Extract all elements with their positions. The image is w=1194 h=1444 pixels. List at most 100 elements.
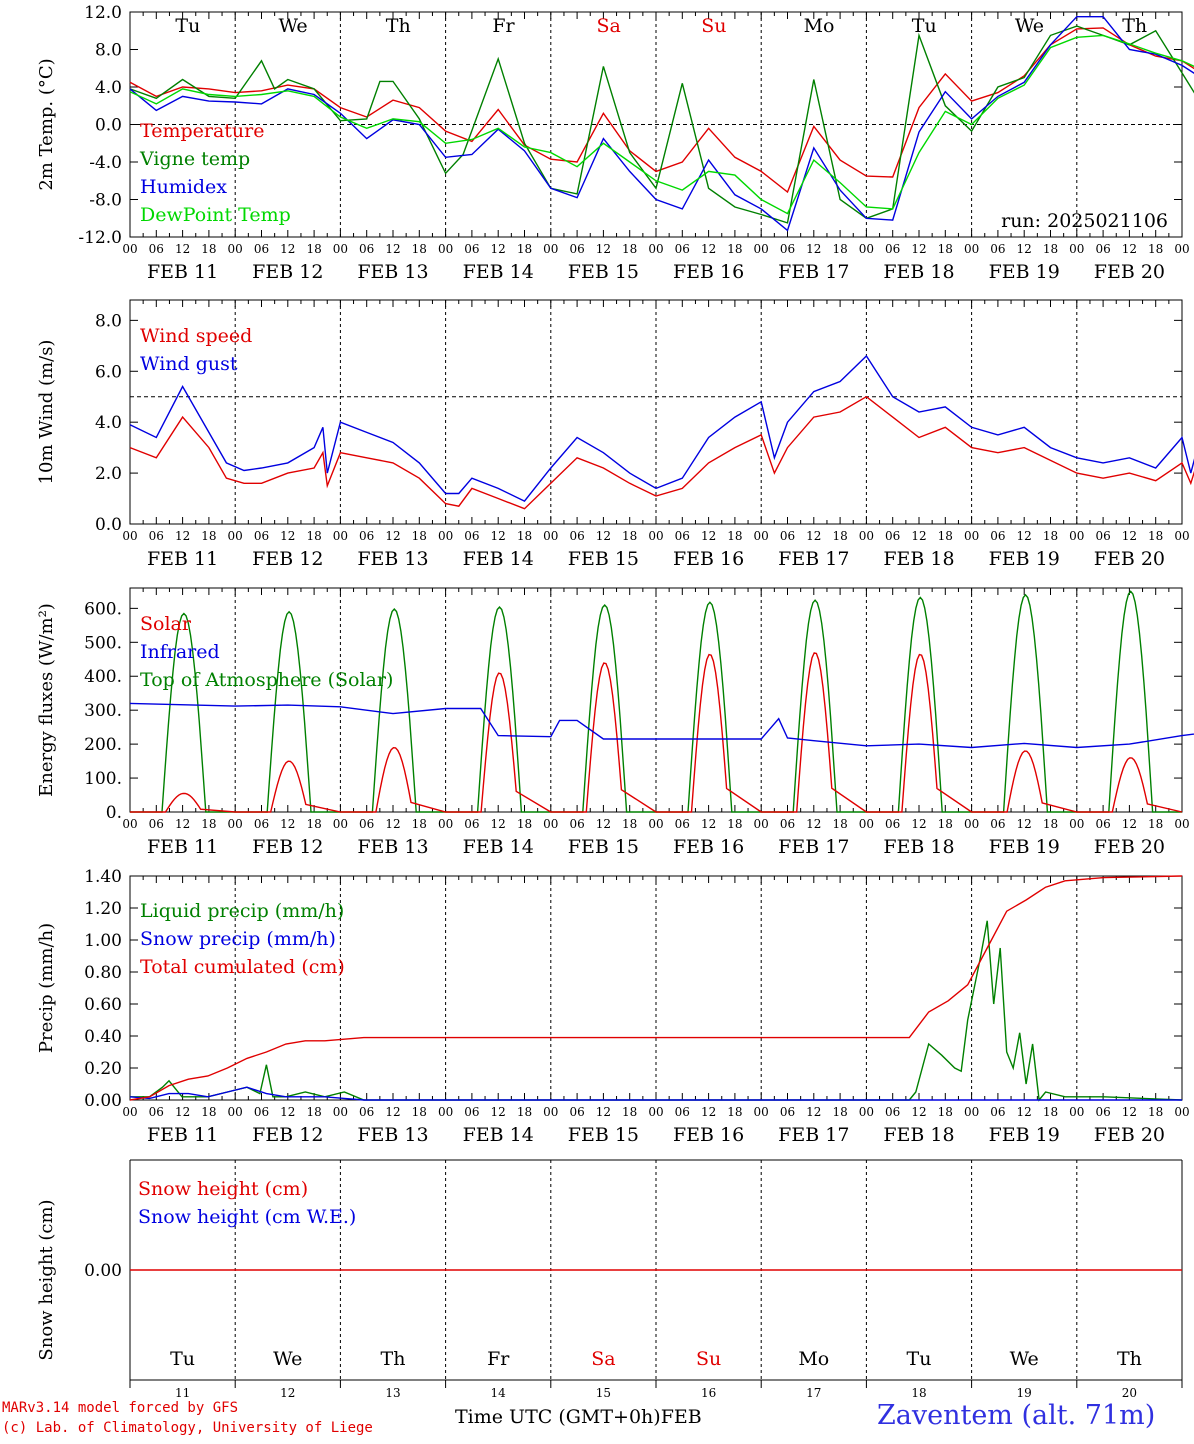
hour-tick-label: 00 <box>228 529 243 543</box>
y-tick-label: 1.40 <box>84 867 122 887</box>
hour-tick-label: 00 <box>228 1105 243 1119</box>
date-label: FEB 19 <box>989 1124 1060 1146</box>
weekday-label: Tu <box>170 1348 195 1370</box>
y-tick-label: 8.0 <box>95 41 122 61</box>
hour-tick-label: 00 <box>1069 817 1084 831</box>
hour-tick-label: 06 <box>675 1105 690 1119</box>
weekday-label: Th <box>1122 15 1147 37</box>
hour-tick-label: 06 <box>464 529 479 543</box>
time-label: Time UTC (GMT+0h) <box>455 1406 661 1428</box>
hour-tick-label: 12 <box>1122 1105 1137 1119</box>
day-number-label: 18 <box>911 1386 926 1400</box>
hour-tick-label: 00 <box>438 242 453 256</box>
time-axis-label: Time UTC (GMT+0h)FEB <box>455 1406 702 1428</box>
y-tick-label: 1.00 <box>84 931 122 951</box>
hour-tick-label: 12 <box>701 529 716 543</box>
day-number-label: 15 <box>596 1386 611 1400</box>
date-label: FEB 18 <box>883 261 954 283</box>
lab-credit: (c) Lab. of Climatology, University of L… <box>2 1420 373 1436</box>
hour-tick-label: 12 <box>491 1105 506 1119</box>
y-axis-label: 10m Wind (m/s) <box>36 340 57 485</box>
date-label: FEB 11 <box>147 261 218 283</box>
date-label: FEB 17 <box>778 548 849 570</box>
date-label: FEB 17 <box>778 836 849 858</box>
temperature-series-line <box>129 16 1194 232</box>
weekday-label: Tu <box>907 1348 932 1370</box>
wind-series-line <box>129 395 1194 510</box>
hour-tick-label: 18 <box>1148 529 1163 543</box>
y-tick-label: 6.0 <box>95 362 122 382</box>
date-label: FEB 12 <box>252 548 323 570</box>
y-tick-label: 1.20 <box>84 899 122 919</box>
day-number-label: 20 <box>1122 1386 1137 1400</box>
hour-tick-label: 00 <box>1174 1105 1189 1119</box>
y-tick-label: 0. <box>106 803 122 823</box>
date-label: FEB 15 <box>568 1124 639 1146</box>
hour-tick-label: 06 <box>990 529 1005 543</box>
hour-tick-label: 18 <box>517 242 532 256</box>
panel-5: 0.00 Snow height (cm) Snow height (cm) Snow… <box>36 1159 1183 1400</box>
model-credit: MARv3.14 model forced by GFS <box>2 1400 239 1416</box>
hour-tick-label: 00 <box>333 1105 348 1119</box>
precip-series-line <box>129 875 1183 1101</box>
hour-tick-label: 18 <box>938 1105 953 1119</box>
hour-tick-label: 18 <box>1043 1105 1058 1119</box>
hour-tick-label: 06 <box>675 529 690 543</box>
y-tick-label: 200. <box>84 735 122 755</box>
legend-entry: Temperature <box>140 120 264 142</box>
hour-tick-label: 06 <box>359 817 374 831</box>
legend-entry: Snow precip (mm/h) <box>140 928 336 950</box>
hour-tick-label: 06 <box>885 817 900 831</box>
day-number-label: 16 <box>701 1386 716 1400</box>
legend-entry: Liquid precip (mm/h) <box>140 900 344 922</box>
weekday-label: We <box>1010 1348 1039 1370</box>
temperature-series-line <box>129 34 1194 215</box>
hour-tick-label: 00 <box>754 817 769 831</box>
hour-tick-label: 12 <box>806 1105 821 1119</box>
date-label: FEB 12 <box>252 836 323 858</box>
hour-tick-label: 12 <box>175 1105 190 1119</box>
legend-entry: Wind speed <box>140 325 252 347</box>
hour-tick-label: 00 <box>333 242 348 256</box>
hour-tick-label: 00 <box>964 1105 979 1119</box>
date-label: FEB 16 <box>673 548 744 570</box>
hour-tick-label: 12 <box>596 242 611 256</box>
hour-tick-label: 00 <box>1174 817 1189 831</box>
y-tick-label: 0.00 <box>84 1261 122 1281</box>
legend-entry: Solar <box>140 613 192 635</box>
hour-tick-label: 12 <box>385 1105 400 1119</box>
temperature-series-line <box>129 27 1194 194</box>
hour-tick-label: 00 <box>1174 242 1189 256</box>
hour-tick-label: 12 <box>596 529 611 543</box>
precip-series-line <box>129 1086 1182 1101</box>
hour-tick-label: 12 <box>701 817 716 831</box>
hour-tick-label: 18 <box>1043 242 1058 256</box>
weekday-label: We <box>273 1348 302 1370</box>
hour-tick-label: 00 <box>1174 529 1189 543</box>
hour-tick-label: 06 <box>359 1105 374 1119</box>
hour-tick-label: 18 <box>938 817 953 831</box>
weekday-label: Tu <box>175 15 200 37</box>
weekday-label: Th <box>1117 1348 1142 1370</box>
hour-tick-label: 06 <box>149 529 164 543</box>
panel-2: 00 06 12 18 00 06 12 18 00 06 12 18 00 06 12 18 00 06 12 18… <box>36 299 1194 570</box>
hour-tick-label: 12 <box>1017 1105 1032 1119</box>
hour-tick-label: 00 <box>964 817 979 831</box>
hour-tick-label: 12 <box>911 242 926 256</box>
hour-tick-label: 06 <box>464 817 479 831</box>
y-tick-label: 0.40 <box>84 1027 122 1047</box>
hour-tick-label: 06 <box>254 242 269 256</box>
date-label: FEB 19 <box>989 548 1060 570</box>
hour-tick-label: 06 <box>149 242 164 256</box>
hour-tick-label: 06 <box>780 1105 795 1119</box>
hour-tick-label: 12 <box>1017 529 1032 543</box>
hour-tick-label: 00 <box>964 242 979 256</box>
hour-tick-label: 12 <box>280 242 295 256</box>
hour-tick-label: 06 <box>675 242 690 256</box>
legend-entry: Wind gust <box>140 353 238 375</box>
hour-tick-label: 18 <box>517 529 532 543</box>
hour-tick-label: 12 <box>385 242 400 256</box>
hour-tick-label: 18 <box>1043 529 1058 543</box>
hour-tick-label: 18 <box>727 1105 742 1119</box>
